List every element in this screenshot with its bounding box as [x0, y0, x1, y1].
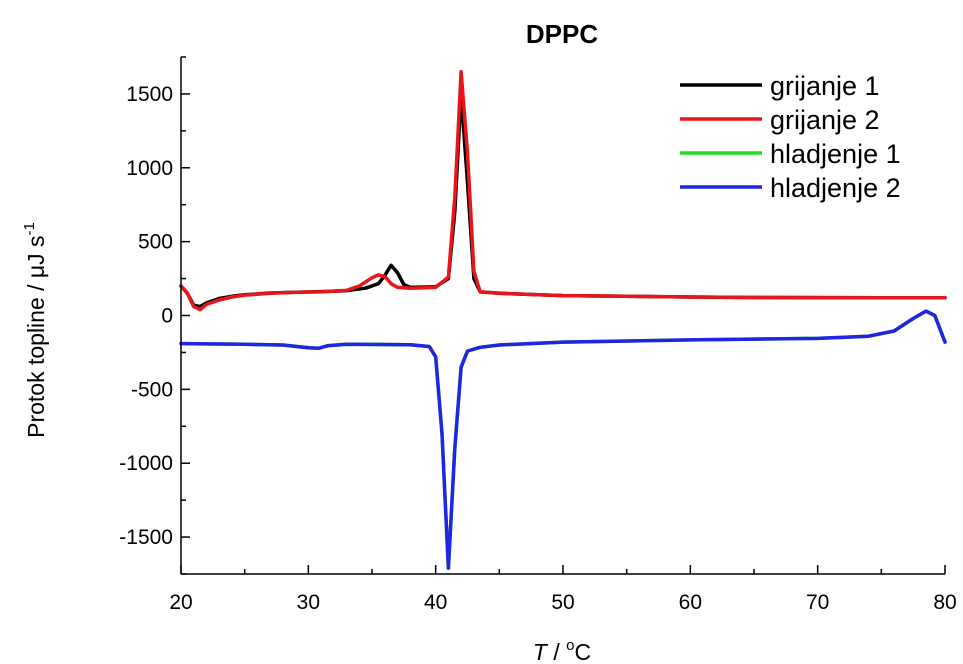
y-tick-label: 1000 [126, 157, 173, 180]
x-axis-unit: C [574, 639, 591, 664]
x-tick-label: 70 [806, 591, 829, 614]
series-line-2 [179, 70, 947, 312]
y-axis-label-exponent: -1 [21, 222, 38, 235]
x-tick-label: 20 [169, 591, 192, 614]
x-axis-separator: / [547, 639, 566, 664]
series-layer [179, 70, 947, 570]
x-tick-label: 80 [933, 591, 956, 614]
x-tick-label: 40 [424, 591, 447, 614]
x-axis-label: T / oC [533, 637, 591, 664]
x-tick-label: 50 [551, 591, 574, 614]
legend-label: grijanje 1 [770, 71, 880, 101]
y-tick-label: 1500 [126, 83, 173, 106]
y-tick-label: -1500 [119, 526, 173, 549]
y-tick-label: 0 [161, 305, 173, 328]
legend-label: grijanje 2 [770, 105, 880, 135]
legend: grijanje 1 grijanje 2 hladjenje 1 hladjenje… [680, 71, 901, 203]
series-line-4 [179, 309, 947, 570]
series-line-3 [179, 309, 947, 570]
legend-label: hladjenje 1 [770, 139, 901, 169]
legend-label: hladjenje 2 [770, 173, 901, 203]
y-tick-label: 500 [138, 231, 173, 254]
x-axis-degree: o [566, 637, 574, 654]
x-axis-variable: T [533, 639, 549, 664]
x-tick-label: 60 [679, 591, 702, 614]
chart-title: DPPC [526, 19, 598, 49]
y-axis-label-text: Protok topline / μJ s [23, 235, 49, 437]
x-tick-label: 30 [297, 591, 320, 614]
y-tick-label: -1000 [119, 452, 173, 475]
y-axis-label: Protok topline / μJ s-1 [21, 222, 49, 438]
y-tick-label: -500 [131, 378, 173, 401]
ticks-layer: 20 30 40 50 60 70 80 -1500 -1000 -500 0 500 1000 1500 [119, 56, 957, 614]
